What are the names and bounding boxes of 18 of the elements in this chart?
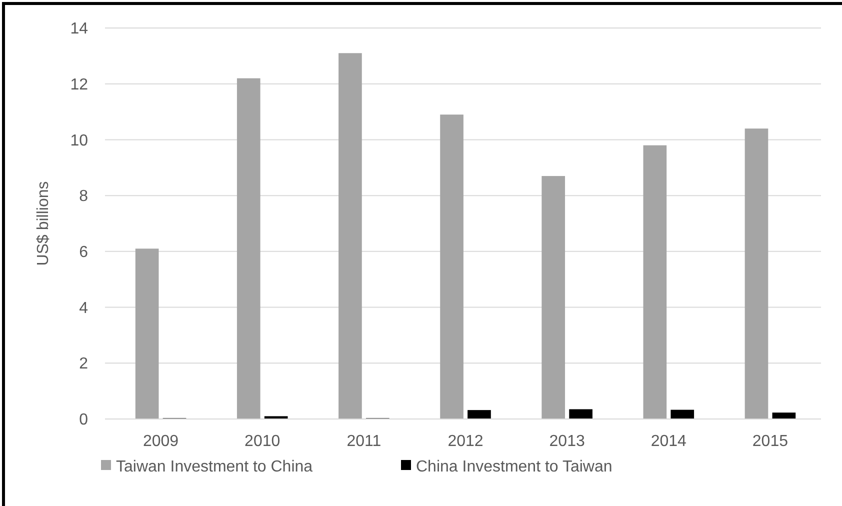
y-tick-label: 8 [79,188,88,206]
y-tick-label: 14 [70,20,88,38]
x-tick-label: 2013 [549,433,585,450]
x-tick-label: 2012 [448,433,484,450]
x-tick-label: 2009 [142,433,179,450]
x-tick-label: 2010 [244,433,280,450]
y-tick-label: 6 [79,244,88,262]
x-tick-label: 2015 [752,433,788,450]
legend-label: Taiwan Investment to China [116,458,313,476]
y-tick-label: 10 [70,132,88,150]
y-axis-title: US$ billions [35,181,52,266]
x-tick-label: 2014 [650,433,687,450]
y-tick-label: 4 [79,300,88,317]
legend-label: China Investment to Taiwan [416,458,612,476]
y-tick-label: 0 [79,412,88,429]
y-tick-label: 2 [79,356,88,373]
y-tick-label: 12 [70,76,88,94]
x-tick-label: 2011 [346,433,382,450]
